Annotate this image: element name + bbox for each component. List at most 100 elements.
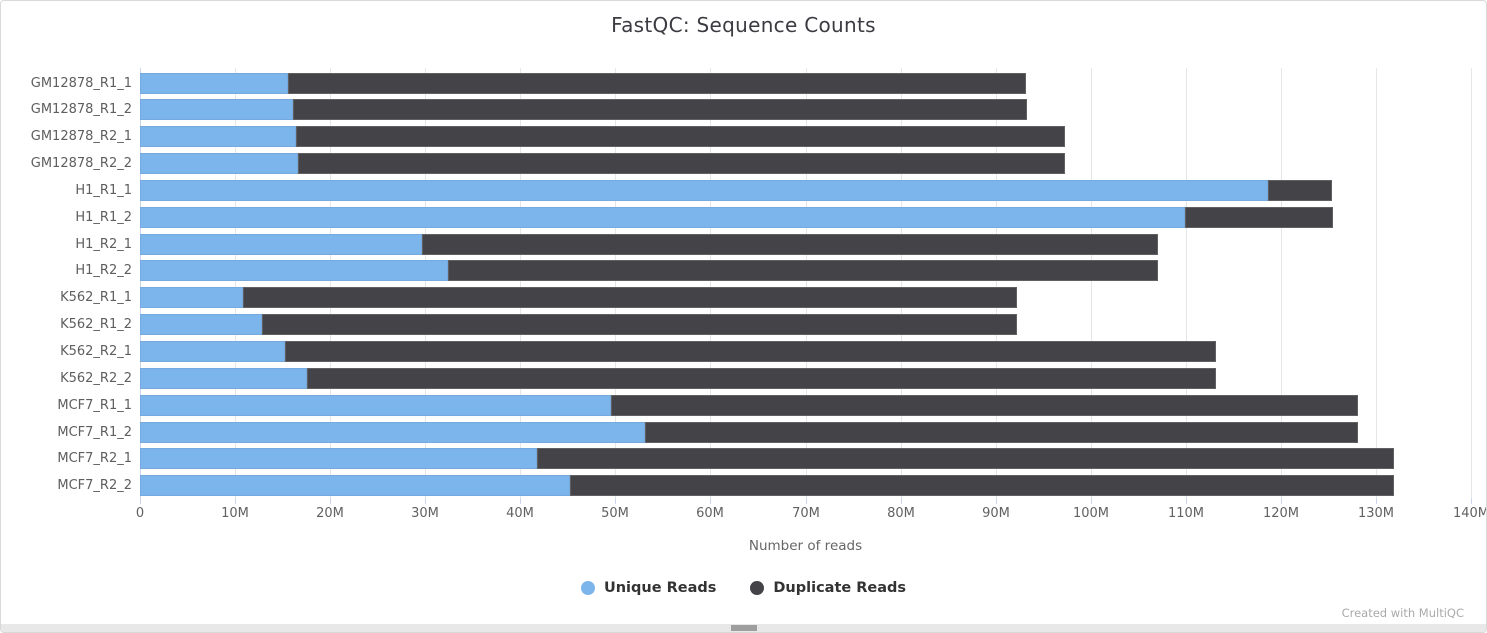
x-tick-label: 90M bbox=[982, 506, 1010, 521]
axis-tick bbox=[235, 498, 236, 504]
y-axis-label: MCF7_R1_2 bbox=[57, 424, 132, 440]
y-axis-label: K562_R1_2 bbox=[60, 317, 132, 333]
legend: Unique Reads Duplicate Reads bbox=[1, 580, 1486, 596]
bar-segment-unique-reads[interactable] bbox=[140, 179, 1268, 201]
bar-segment-unique-reads[interactable] bbox=[140, 287, 243, 309]
bar-segment-duplicate-reads[interactable] bbox=[537, 448, 1394, 470]
bar-segment-duplicate-reads[interactable] bbox=[569, 475, 1394, 497]
bar-segment-duplicate-reads[interactable] bbox=[261, 314, 1017, 336]
axis-tick bbox=[520, 498, 521, 504]
bar-segment-duplicate-reads[interactable] bbox=[297, 153, 1066, 175]
bar-segment-duplicate-reads[interactable] bbox=[295, 126, 1066, 148]
y-axis-label: GM12878_R2_2 bbox=[30, 156, 132, 172]
grid-line bbox=[996, 68, 997, 498]
x-tick-label: 50M bbox=[601, 506, 629, 521]
x-tick-label: 70M bbox=[792, 506, 820, 521]
bar-segment-duplicate-reads[interactable] bbox=[1184, 206, 1334, 228]
bar-segment-unique-reads[interactable] bbox=[140, 367, 308, 389]
legend-marker-icon bbox=[750, 581, 765, 595]
x-tick-label: 110M bbox=[1167, 506, 1205, 521]
axis-tick bbox=[901, 498, 902, 504]
horizontal-scrollbar-thumb[interactable] bbox=[731, 625, 757, 631]
axis-tick bbox=[1471, 498, 1472, 504]
legend-label: Duplicate Reads bbox=[773, 580, 907, 596]
x-tick-label: 120M bbox=[1262, 506, 1300, 521]
y-axis-label: MCF7_R2_2 bbox=[57, 478, 132, 494]
grid-line bbox=[425, 68, 426, 498]
legend-marker-icon bbox=[580, 581, 595, 595]
bar-segment-duplicate-reads[interactable] bbox=[1267, 179, 1333, 201]
x-tick-label: 80M bbox=[887, 506, 915, 521]
axis-tick bbox=[330, 498, 331, 504]
x-tick-label: 140M bbox=[1452, 506, 1487, 521]
y-axis-label: K562_R2_1 bbox=[60, 344, 132, 359]
bar-segment-unique-reads[interactable] bbox=[140, 126, 296, 148]
grid-line bbox=[1281, 68, 1282, 498]
bar-segment-duplicate-reads[interactable] bbox=[288, 72, 1027, 94]
grid-line bbox=[1091, 68, 1092, 498]
grid-line bbox=[1376, 68, 1377, 498]
bar-segment-duplicate-reads[interactable] bbox=[644, 421, 1358, 443]
x-tick-label: 10M bbox=[221, 506, 249, 521]
bar-segment-unique-reads[interactable] bbox=[140, 421, 645, 443]
bar-segment-duplicate-reads[interactable] bbox=[610, 394, 1358, 416]
y-axis-label: H1_R2_2 bbox=[75, 263, 132, 279]
bar-segment-duplicate-reads[interactable] bbox=[448, 260, 1159, 282]
category-axis-line bbox=[140, 68, 141, 498]
bar-segment-unique-reads[interactable] bbox=[140, 233, 423, 255]
legend-item[interactable]: Unique Reads bbox=[580, 580, 717, 596]
bar-segment-duplicate-reads[interactable] bbox=[293, 99, 1027, 121]
grid-line bbox=[710, 68, 711, 498]
x-tick-label: 0 bbox=[135, 506, 145, 521]
bar-segment-unique-reads[interactable] bbox=[140, 394, 611, 416]
grid-line bbox=[806, 68, 807, 498]
chart-title: FastQC: Sequence Counts bbox=[611, 13, 876, 37]
x-tick-label: 100M bbox=[1072, 506, 1110, 521]
multiqc-watermark: Created with MultiQC bbox=[1341, 606, 1464, 620]
y-axis-label: K562_R1_1 bbox=[60, 290, 132, 306]
bar-segment-unique-reads[interactable] bbox=[140, 72, 289, 94]
grid-line bbox=[901, 68, 902, 498]
x-tick-label: 20M bbox=[316, 506, 344, 521]
axis-tick bbox=[710, 498, 711, 504]
bar-segment-unique-reads[interactable] bbox=[140, 475, 570, 497]
grid-line bbox=[520, 68, 521, 498]
y-axis-label: H1_R1_2 bbox=[75, 209, 132, 225]
x-tick-label: 60M bbox=[696, 506, 724, 521]
axis-tick bbox=[1281, 498, 1282, 504]
bar-segment-duplicate-reads[interactable] bbox=[285, 341, 1217, 362]
axis-tick bbox=[996, 498, 997, 504]
bar-segment-unique-reads[interactable] bbox=[140, 341, 286, 362]
y-axis-label: K562_R2_2 bbox=[60, 370, 132, 386]
x-tick-label: 40M bbox=[506, 506, 534, 521]
bar-segment-duplicate-reads[interactable] bbox=[242, 287, 1017, 309]
legend-item[interactable]: Duplicate Reads bbox=[750, 580, 906, 596]
axis-tick bbox=[1186, 498, 1187, 504]
grid-line bbox=[615, 68, 616, 498]
bar-segment-unique-reads[interactable] bbox=[140, 448, 538, 470]
grid-line bbox=[1186, 68, 1187, 498]
bar-segment-unique-reads[interactable] bbox=[140, 314, 262, 336]
bar-segment-duplicate-reads[interactable] bbox=[422, 233, 1159, 255]
bar-segment-unique-reads[interactable] bbox=[140, 260, 449, 282]
y-axis-label: H1_R2_1 bbox=[75, 236, 132, 252]
y-axis-label: MCF7_R2_1 bbox=[57, 451, 132, 467]
bar-segment-duplicate-reads[interactable] bbox=[307, 367, 1217, 389]
bar-segment-unique-reads[interactable] bbox=[140, 206, 1185, 228]
bar-segment-unique-reads[interactable] bbox=[140, 99, 294, 121]
y-axis-label: H1_R1_1 bbox=[75, 182, 132, 198]
y-axis-label: MCF7_R1_1 bbox=[57, 397, 132, 413]
axis-tick bbox=[1376, 498, 1377, 504]
axis-tick bbox=[140, 498, 141, 504]
legend-label: Unique Reads bbox=[603, 580, 717, 596]
axis-tick bbox=[425, 498, 426, 504]
y-axis-label: GM12878_R1_1 bbox=[30, 75, 132, 91]
bar-segment-unique-reads[interactable] bbox=[140, 153, 298, 175]
y-axis-label: GM12878_R1_2 bbox=[30, 102, 132, 118]
axis-tick bbox=[615, 498, 616, 504]
horizontal-scrollbar-track[interactable] bbox=[1, 624, 1486, 632]
y-axis-label: GM12878_R2_1 bbox=[30, 129, 132, 145]
axis-tick bbox=[806, 498, 807, 504]
axis-tick bbox=[1091, 498, 1092, 504]
